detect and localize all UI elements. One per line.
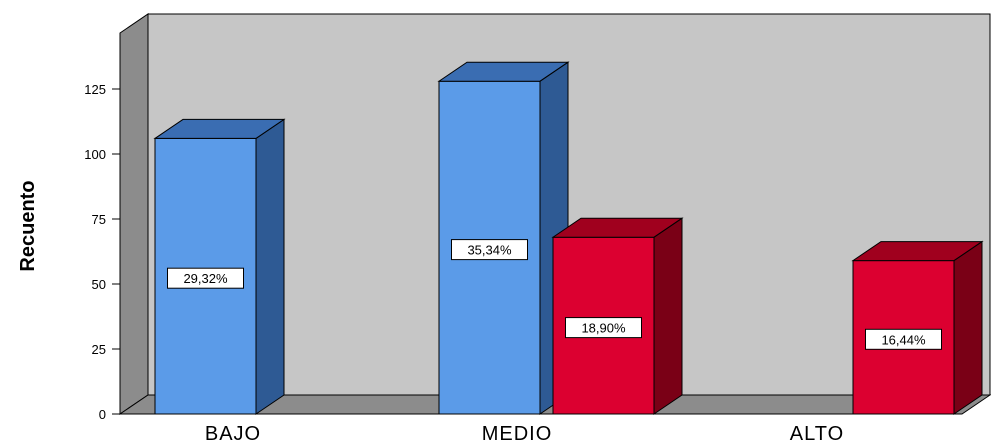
bars: 29,32% 35,34% 18,90% 16,44% [153, 61, 984, 415]
data-label: 35,34% [451, 239, 528, 261]
data-label-text: 35,34% [467, 243, 512, 258]
bar-top [153, 118, 286, 139]
bar-top [551, 217, 684, 238]
category-labels: BAJO MEDIO ALTO [205, 423, 844, 442]
data-label-box [451, 239, 528, 261]
data-label-box [167, 267, 244, 289]
bar-top [437, 61, 570, 82]
bar-side [653, 217, 683, 415]
bar-top [851, 241, 984, 262]
y-tick-label: 75 [92, 212, 106, 227]
data-label: 29,32% [167, 267, 244, 289]
bar: 35,34% [437, 61, 570, 415]
bar: 16,44% [851, 240, 984, 415]
y-axis: 0 25 50 75 100 125 [84, 82, 120, 422]
data-label-box [865, 328, 942, 350]
bar: 18,90% [551, 217, 684, 415]
data-label: 16,44% [865, 328, 942, 350]
y-tick-label: 100 [84, 147, 106, 162]
y-axis-title: Recuento [17, 180, 39, 271]
x-category-label: BAJO [205, 423, 261, 442]
x-category-label: ALTO [790, 423, 844, 442]
data-label-text: 16,44% [881, 332, 926, 347]
chart-left-wall [119, 13, 149, 415]
y-tick-label: 125 [84, 82, 106, 97]
bar-side [953, 240, 983, 415]
bar: 29,32% [153, 118, 286, 415]
y-tick-label: 25 [92, 342, 106, 357]
bar-side [255, 118, 285, 415]
data-label: 18,90% [565, 317, 642, 339]
data-label-text: 29,32% [183, 271, 228, 286]
data-label-box [565, 317, 642, 339]
data-label-text: 18,90% [581, 321, 626, 336]
y-tick-label: 50 [92, 277, 106, 292]
y-tick-label: 0 [99, 407, 106, 422]
x-category-label: MEDIO [482, 423, 553, 442]
